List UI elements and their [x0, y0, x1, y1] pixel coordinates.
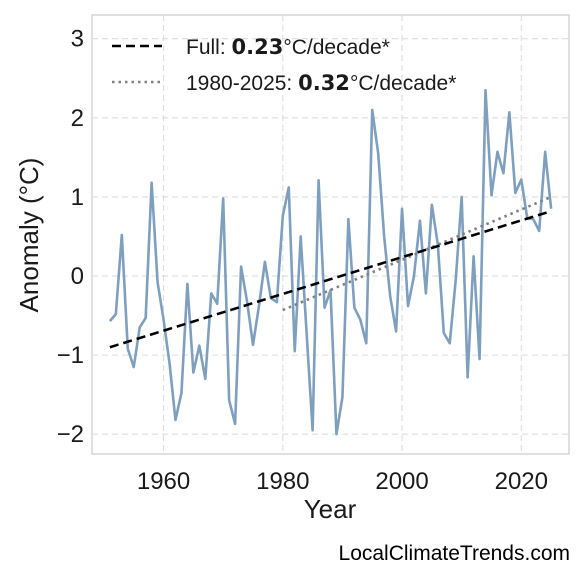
series-line [108, 88, 553, 436]
legend-full-prefix: Full: [186, 36, 232, 59]
legend-recent-prefix: 1980-2025: [186, 72, 298, 95]
y-axis-label: Anomaly (°C) [14, 158, 44, 313]
y-tick-label: −2 [57, 421, 84, 448]
credit-text: LocalClimateTrends.com [339, 542, 570, 565]
y-tick-label: 1 [71, 184, 84, 211]
recent-trend-line [282, 195, 552, 312]
x-tick-label: 1980 [256, 468, 309, 495]
y-tick-labels: −2 −1 0 1 2 3 [57, 26, 84, 448]
x-tick-label: 1960 [137, 468, 190, 495]
trend-layer [109, 195, 552, 349]
full-trend-line [109, 209, 552, 349]
x-tick-label: 2000 [375, 468, 428, 495]
legend-recent-suffix: °C/decade* [350, 72, 456, 95]
legend-full-value: 0.23 [232, 35, 284, 59]
x-tick-label: 2020 [495, 468, 548, 495]
y-tick-label: 0 [71, 263, 84, 290]
y-tick-label: 3 [71, 26, 84, 53]
y-tick-label: 2 [71, 105, 84, 132]
grid [92, 15, 569, 454]
legend-full-text: Full: 0.23°C/decade* [186, 35, 390, 59]
legend: Full: 0.23°C/decade* 1980-2025: 0.32°C/d… [112, 35, 456, 95]
y-tick-label: −1 [57, 342, 84, 369]
x-tick-labels: 1960 1980 2000 2020 [137, 468, 548, 495]
x-axis-label: Year [304, 494, 357, 524]
legend-recent-value: 0.32 [298, 71, 350, 95]
legend-full-suffix: °C/decade* [283, 36, 389, 59]
series-layer [108, 88, 553, 436]
legend-recent-text: 1980-2025: 0.32°C/decade* [186, 71, 456, 95]
